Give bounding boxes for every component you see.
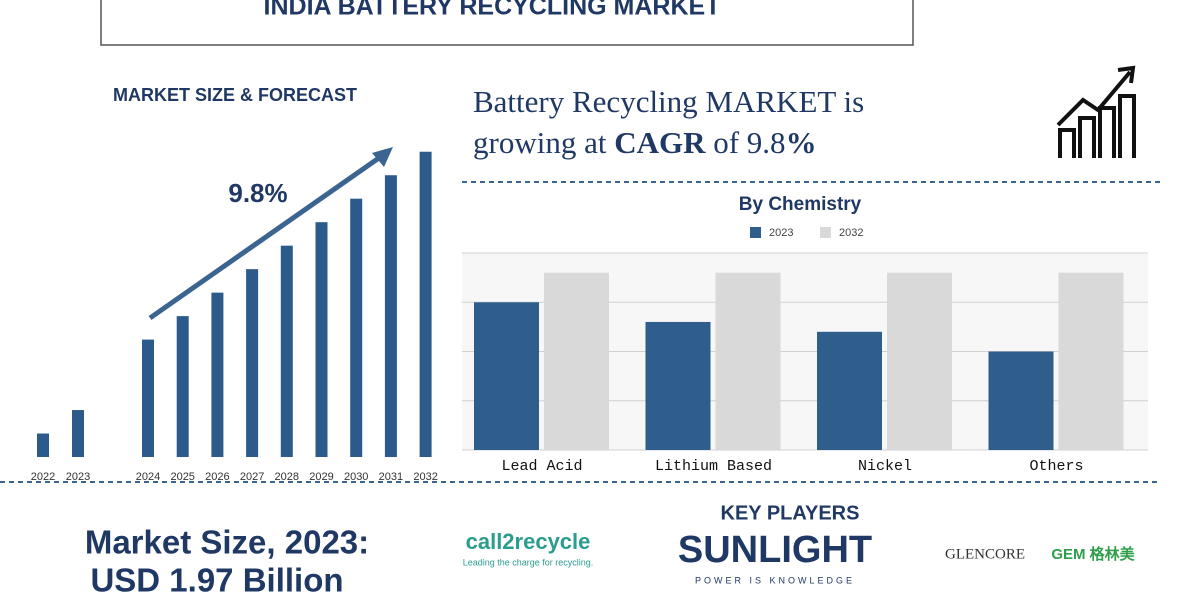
title-box [100, 0, 914, 46]
bar [474, 302, 539, 450]
key-players-title: KEY PLAYERS [721, 502, 860, 524]
bar [715, 272, 781, 450]
bar [37, 433, 49, 457]
bar [280, 245, 293, 457]
bar [988, 351, 1054, 450]
bar [315, 222, 328, 457]
x-tick-label: 2023 [66, 471, 90, 483]
x-tick-label: Lead Acid [501, 458, 582, 475]
bar [544, 272, 609, 450]
icon-arrow [1117, 65, 1136, 84]
icon-line [1056, 70, 1132, 127]
icon-bar [1118, 94, 1136, 158]
headline-line: Battery Recycling MARKET is [473, 84, 864, 119]
growth-arrow [148, 150, 388, 321]
x-tick-label: 2032 [413, 471, 437, 483]
x-tick-label: 2027 [240, 471, 264, 483]
market-size: Market Size, 2023: [85, 524, 369, 561]
x-tick-label: 2025 [170, 471, 194, 483]
bar [419, 151, 432, 458]
logo-sunlight: SUNLIGHT [678, 529, 872, 571]
chart-title: By Chemistry [739, 194, 862, 215]
headline-bold: CAGR [614, 125, 706, 160]
x-tick-label: Nickel [858, 458, 912, 475]
logo-gem: GEM 格林美 [1051, 545, 1135, 563]
headline-line: growing at CAGR of 9.8% [473, 125, 817, 160]
bar [211, 292, 224, 457]
legend-swatch [820, 227, 831, 238]
headline-text: growing at [473, 125, 607, 160]
cagr-annotation: 9.8% [228, 178, 287, 208]
bar [817, 331, 882, 450]
icon-bar [1058, 128, 1076, 158]
headline-text: of 9.8 [713, 125, 785, 160]
icon-bar [1098, 106, 1116, 158]
arrow-head [372, 147, 393, 167]
bar [350, 198, 363, 457]
x-tick-label: 2022 [31, 471, 55, 483]
chart-title: MARKET SIZE & FORECAST [113, 85, 357, 105]
bar [176, 316, 189, 457]
logo-call2recycle: call2recycle [466, 529, 591, 554]
page-title: INDIA BATTERY RECYCLING MARKET [264, 0, 721, 21]
market-size: USD 1.97 Billion [90, 562, 343, 599]
bar [1058, 272, 1124, 450]
growth-icon [1056, 65, 1136, 158]
x-tick-label: Lithium Based [655, 458, 772, 475]
logo-glencore: GLENCORE [945, 546, 1025, 562]
bar [246, 269, 259, 457]
x-tick-label: 2031 [379, 471, 403, 483]
headline-bold: % [786, 125, 817, 160]
x-tick-label: 2030 [344, 471, 368, 483]
x-tick-label: Others [1029, 458, 1083, 475]
bar [645, 321, 711, 450]
x-tick-label: 2026 [205, 471, 229, 483]
x-tick-label: 2028 [275, 471, 299, 483]
x-tick-label: 2024 [136, 471, 160, 483]
logo-tagline: POWER IS KNOWLEDGE [695, 575, 855, 585]
x-tick-label: 2029 [309, 471, 333, 483]
legend-label: 2032 [839, 227, 863, 239]
icon-bar [1078, 116, 1096, 158]
bar [384, 175, 397, 457]
bar [142, 339, 154, 457]
bar [72, 410, 84, 457]
legend-label: 2023 [769, 227, 793, 239]
bar [887, 272, 952, 450]
legend-swatch [750, 227, 761, 238]
logo-tagline: Leading the charge for recycling. [463, 557, 594, 567]
